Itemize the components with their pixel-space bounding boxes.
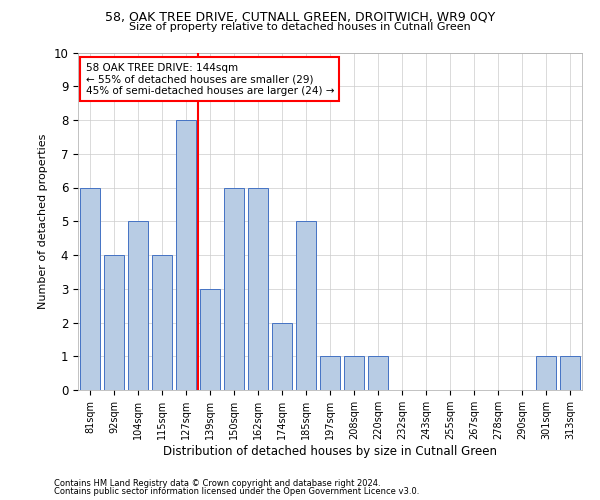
Bar: [176, 120, 196, 390]
Y-axis label: Number of detached properties: Number of detached properties: [38, 134, 48, 309]
Text: 58, OAK TREE DRIVE, CUTNALL GREEN, DROITWICH, WR9 0QY: 58, OAK TREE DRIVE, CUTNALL GREEN, DROIT…: [105, 11, 495, 24]
Bar: [560, 356, 580, 390]
Bar: [80, 188, 100, 390]
Bar: [536, 356, 556, 390]
Bar: [152, 255, 172, 390]
Bar: [368, 356, 388, 390]
Bar: [296, 221, 316, 390]
Bar: [272, 322, 292, 390]
Bar: [224, 188, 244, 390]
Text: Size of property relative to detached houses in Cutnall Green: Size of property relative to detached ho…: [129, 22, 471, 32]
Bar: [248, 188, 268, 390]
Text: 58 OAK TREE DRIVE: 144sqm
← 55% of detached houses are smaller (29)
45% of semi-: 58 OAK TREE DRIVE: 144sqm ← 55% of detac…: [86, 62, 334, 96]
Bar: [104, 255, 124, 390]
Bar: [320, 356, 340, 390]
Text: Contains public sector information licensed under the Open Government Licence v3: Contains public sector information licen…: [54, 487, 419, 496]
X-axis label: Distribution of detached houses by size in Cutnall Green: Distribution of detached houses by size …: [163, 445, 497, 458]
Bar: [344, 356, 364, 390]
Bar: [200, 289, 220, 390]
Bar: [128, 221, 148, 390]
Text: Contains HM Land Registry data © Crown copyright and database right 2024.: Contains HM Land Registry data © Crown c…: [54, 478, 380, 488]
